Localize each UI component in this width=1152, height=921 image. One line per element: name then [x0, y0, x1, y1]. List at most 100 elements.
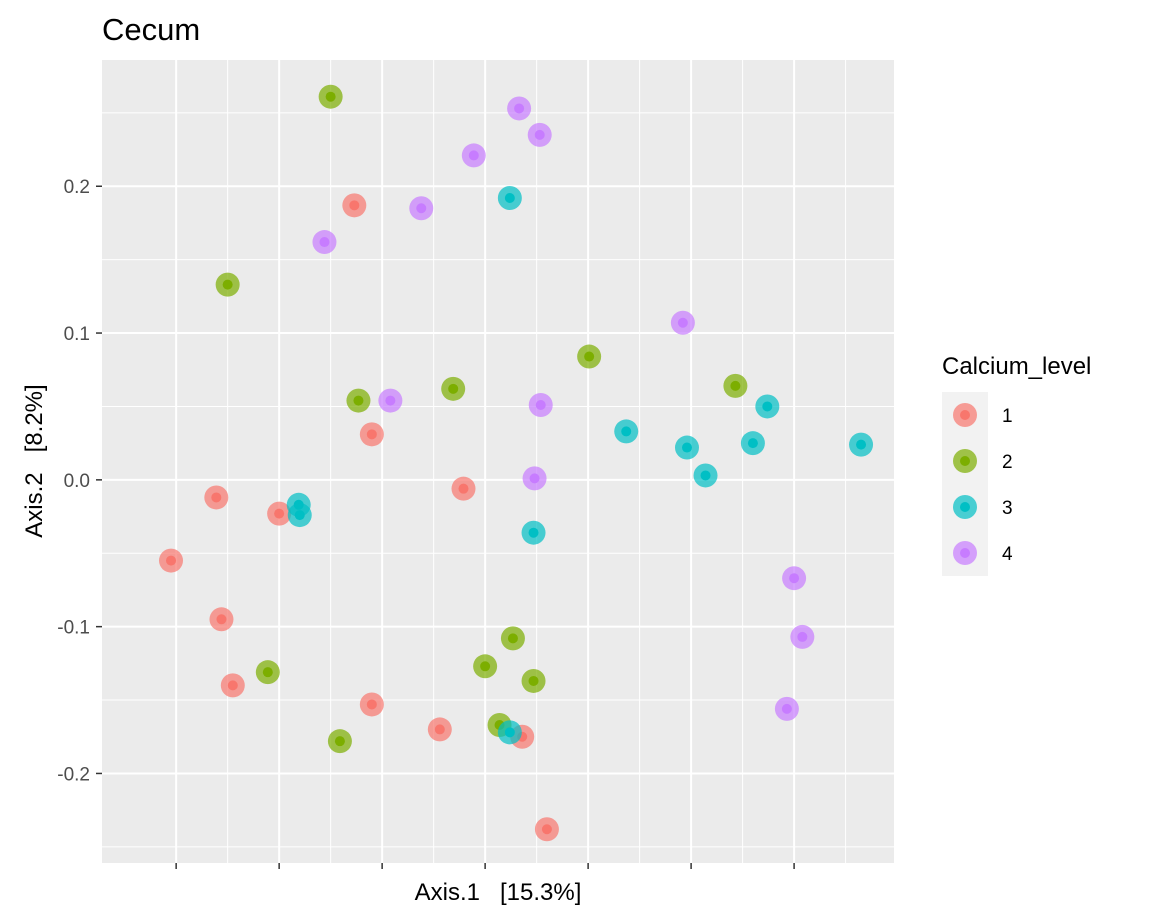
point-core	[353, 395, 364, 406]
data-point-3	[497, 185, 522, 210]
data-point-2	[577, 344, 602, 369]
data-point-2	[441, 376, 466, 401]
data-point-4	[774, 696, 799, 721]
data-point-1	[342, 193, 367, 218]
point-core	[448, 383, 459, 394]
data-point-4	[312, 230, 337, 255]
legend-item-3: 3	[953, 495, 1013, 519]
data-point-1	[220, 673, 245, 698]
point-core	[166, 555, 177, 566]
data-point-2	[473, 654, 498, 679]
y-tick-label: 0.0	[64, 471, 90, 492]
data-point-2	[318, 84, 343, 109]
point-core	[227, 680, 238, 691]
data-point-2	[327, 729, 352, 754]
point-core	[514, 103, 525, 114]
data-point-2	[255, 660, 280, 685]
data-point-4	[528, 392, 553, 417]
legend-key-core	[960, 410, 970, 420]
data-point-1	[204, 485, 229, 510]
chart-title: Cecum	[102, 12, 200, 47]
data-point-2	[346, 388, 371, 413]
point-core	[274, 508, 285, 519]
point-core	[541, 824, 552, 835]
legend-key-core	[960, 456, 970, 466]
point-core	[528, 675, 539, 686]
y-tick-label: 0.2	[64, 177, 90, 198]
x-axis	[175, 863, 795, 869]
point-core	[325, 91, 336, 102]
x-axis-title: Axis.1 [15.3%]	[415, 879, 582, 906]
data-point-4	[507, 96, 532, 121]
point-core	[677, 317, 688, 328]
point-core	[504, 727, 515, 738]
data-point-4	[527, 122, 552, 147]
legend-item-4: 4	[953, 541, 1013, 565]
y-tick-label: -0.2	[57, 764, 90, 785]
y-tick-label: -0.1	[57, 618, 90, 639]
data-point-1	[209, 607, 234, 632]
data-point-4	[782, 566, 807, 591]
data-point-3	[287, 503, 312, 528]
point-core	[856, 439, 867, 450]
data-point-2	[521, 668, 546, 693]
point-core	[747, 438, 758, 449]
data-point-1	[267, 501, 292, 526]
legend-title: Calcium_level	[942, 353, 1091, 380]
point-core	[797, 631, 808, 642]
data-point-1	[359, 692, 384, 717]
legend-item-2: 2	[953, 449, 1013, 473]
point-core	[535, 399, 546, 410]
point-core	[730, 380, 741, 391]
data-point-4	[378, 388, 403, 413]
data-point-1	[534, 817, 559, 842]
legend-key-core	[960, 548, 970, 558]
point-core	[528, 527, 539, 538]
data-point-3	[740, 431, 765, 456]
point-core	[349, 200, 360, 211]
point-core	[762, 401, 773, 412]
data-point-1	[427, 717, 452, 742]
data-point-3	[693, 463, 718, 488]
legend-label: 1	[1002, 406, 1013, 427]
point-core	[334, 736, 345, 747]
point-core	[468, 150, 479, 161]
data-point-1	[359, 422, 384, 447]
point-core	[621, 426, 632, 437]
point-core	[294, 510, 305, 521]
legend-label: 3	[1002, 498, 1013, 519]
data-point-3	[755, 394, 780, 419]
point-core	[681, 442, 692, 453]
point-core	[216, 614, 227, 625]
data-point-3	[674, 435, 699, 460]
point-core	[385, 395, 396, 406]
data-point-4	[670, 310, 695, 335]
data-points	[159, 84, 874, 842]
legend-label: 4	[1002, 544, 1013, 565]
point-core	[534, 129, 545, 140]
y-tick-label: 0.1	[64, 324, 90, 345]
data-point-1	[451, 476, 476, 501]
point-core	[789, 573, 800, 584]
data-point-3	[521, 520, 546, 545]
point-core	[222, 279, 233, 290]
data-point-3	[849, 432, 874, 457]
point-core	[781, 703, 792, 714]
data-point-4	[461, 143, 486, 168]
point-core	[319, 237, 330, 248]
point-core	[480, 661, 491, 672]
data-point-2	[500, 626, 525, 651]
legend-label: 2	[1002, 452, 1013, 473]
major-gridlines	[102, 60, 894, 863]
point-core	[366, 699, 377, 710]
plot-panel	[102, 60, 894, 863]
data-point-2	[215, 272, 240, 297]
point-core	[700, 470, 711, 481]
point-core	[507, 633, 518, 644]
y-axis: -0.2 -0.1 0.0 0.1 0.2	[57, 177, 102, 785]
point-core	[416, 203, 427, 214]
legend-key-core	[960, 502, 970, 512]
point-core	[211, 492, 222, 503]
point-core	[458, 483, 469, 494]
